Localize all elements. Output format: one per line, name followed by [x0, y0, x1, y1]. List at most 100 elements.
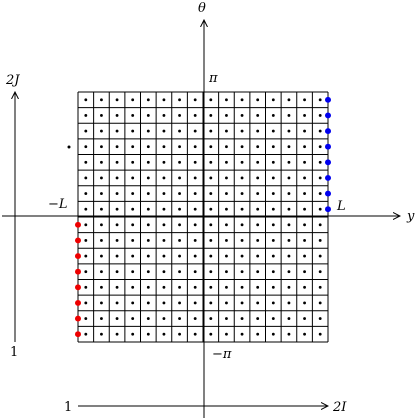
lattice-point: [100, 114, 103, 117]
lattice-point: [225, 98, 228, 102]
lattice-point: [287, 332, 291, 336]
boundary-point-blue: [325, 96, 331, 103]
lattice-point: [193, 239, 197, 242]
lattice-point: [209, 223, 213, 227]
lattice-point: [256, 270, 260, 274]
lattice-point: [271, 301, 275, 305]
lattice-point: [193, 332, 197, 336]
lattice-point: [271, 332, 275, 336]
lattice-point: [178, 114, 181, 117]
boundary-point-blue: [325, 143, 331, 150]
lattice-point: [303, 332, 306, 336]
lattice-point: [178, 239, 181, 242]
lattice-point: [131, 254, 135, 258]
lattice-point: [146, 301, 150, 305]
lattice-point: [178, 145, 181, 149]
lattice-point: [303, 176, 306, 180]
lattice-point: [100, 98, 103, 102]
lattice-point: [287, 114, 291, 117]
lattice-point: [303, 270, 306, 274]
lattice-point: [256, 129, 260, 133]
lattice-point: [209, 301, 213, 305]
lattice-point: [256, 176, 260, 180]
lattice-point: [256, 160, 260, 164]
lattice-point: [178, 223, 181, 227]
lattice-point: [162, 176, 166, 180]
lattice-point: [178, 332, 181, 336]
lattice-point: [271, 270, 275, 274]
lattice-point: [271, 176, 275, 180]
lattice-point: [146, 223, 150, 227]
lattice-point: [146, 254, 150, 258]
lattice-point: [146, 192, 150, 195]
boundary-point-blue: [325, 174, 331, 181]
lattice-point: [287, 270, 291, 274]
lattice-point: [146, 332, 150, 336]
lattice-point: [225, 223, 228, 227]
lattice-point: [131, 192, 135, 195]
lattice-point: [131, 145, 135, 149]
lattice-point: [84, 192, 88, 195]
lattice-point: [240, 98, 244, 102]
lattice-point: [271, 317, 275, 320]
lattice-point: [318, 114, 322, 117]
lattice-point: [193, 285, 197, 289]
lattice-point: [131, 176, 135, 180]
lattice-point: [84, 270, 88, 274]
lattice-point: [100, 317, 103, 320]
lattice-point: [146, 239, 150, 242]
lattice-point: [162, 192, 166, 195]
lattice-point: [131, 285, 135, 289]
boundary-point-red: [75, 221, 81, 228]
lattice-point: [178, 301, 181, 305]
lattice-point: [178, 207, 181, 211]
boundary-point-red: [75, 253, 81, 260]
lattice-point: [303, 285, 306, 289]
lattice-point: [100, 145, 103, 149]
lattice-point: [115, 254, 119, 258]
lattice-point: [303, 254, 306, 258]
lattice-point: [100, 332, 103, 336]
lattice-point: [193, 129, 197, 133]
lattice-point: [240, 317, 244, 320]
lattice-point: [318, 129, 322, 133]
lattice-point: [178, 98, 181, 102]
lattice-point: [240, 285, 244, 289]
lattice-point: [271, 285, 275, 289]
lattice-point: [209, 332, 213, 336]
lattice-point: [303, 301, 306, 305]
lattice-point: [131, 129, 135, 133]
lattice-point: [131, 114, 135, 117]
lattice-point: [162, 98, 166, 102]
lattice-point: [131, 270, 135, 274]
lattice-point: [100, 160, 103, 164]
lattice-point: [240, 145, 244, 149]
lattice-point: [84, 239, 88, 242]
lattice-point: [131, 317, 135, 320]
lattice-point: [84, 223, 88, 227]
lattice-point: [131, 160, 135, 164]
lattice-point: [271, 129, 275, 133]
lattice-point: [162, 114, 166, 117]
lattice-point: [146, 317, 150, 320]
lattice-point: [146, 207, 150, 211]
lattice-point: [318, 192, 322, 195]
lattice-point: [271, 239, 275, 242]
lattice-point: [209, 129, 213, 133]
lattice-point: [100, 176, 103, 180]
lattice-point: [84, 254, 88, 258]
y-axis-label: y: [406, 209, 415, 224]
lattice-point: [303, 223, 306, 227]
lattice-point: [209, 317, 213, 320]
lattice-point: [209, 98, 213, 102]
lattice-point: [256, 192, 260, 195]
lattice-point: [100, 223, 103, 227]
neg-pi-label: −π: [212, 347, 232, 362]
lattice-point: [84, 317, 88, 320]
pi-label: π: [208, 71, 218, 86]
lattice-point: [178, 285, 181, 289]
lattice-point: [287, 145, 291, 149]
lattice-point: [209, 176, 213, 180]
lattice-point: [146, 145, 150, 149]
lattice-point: [193, 207, 197, 211]
